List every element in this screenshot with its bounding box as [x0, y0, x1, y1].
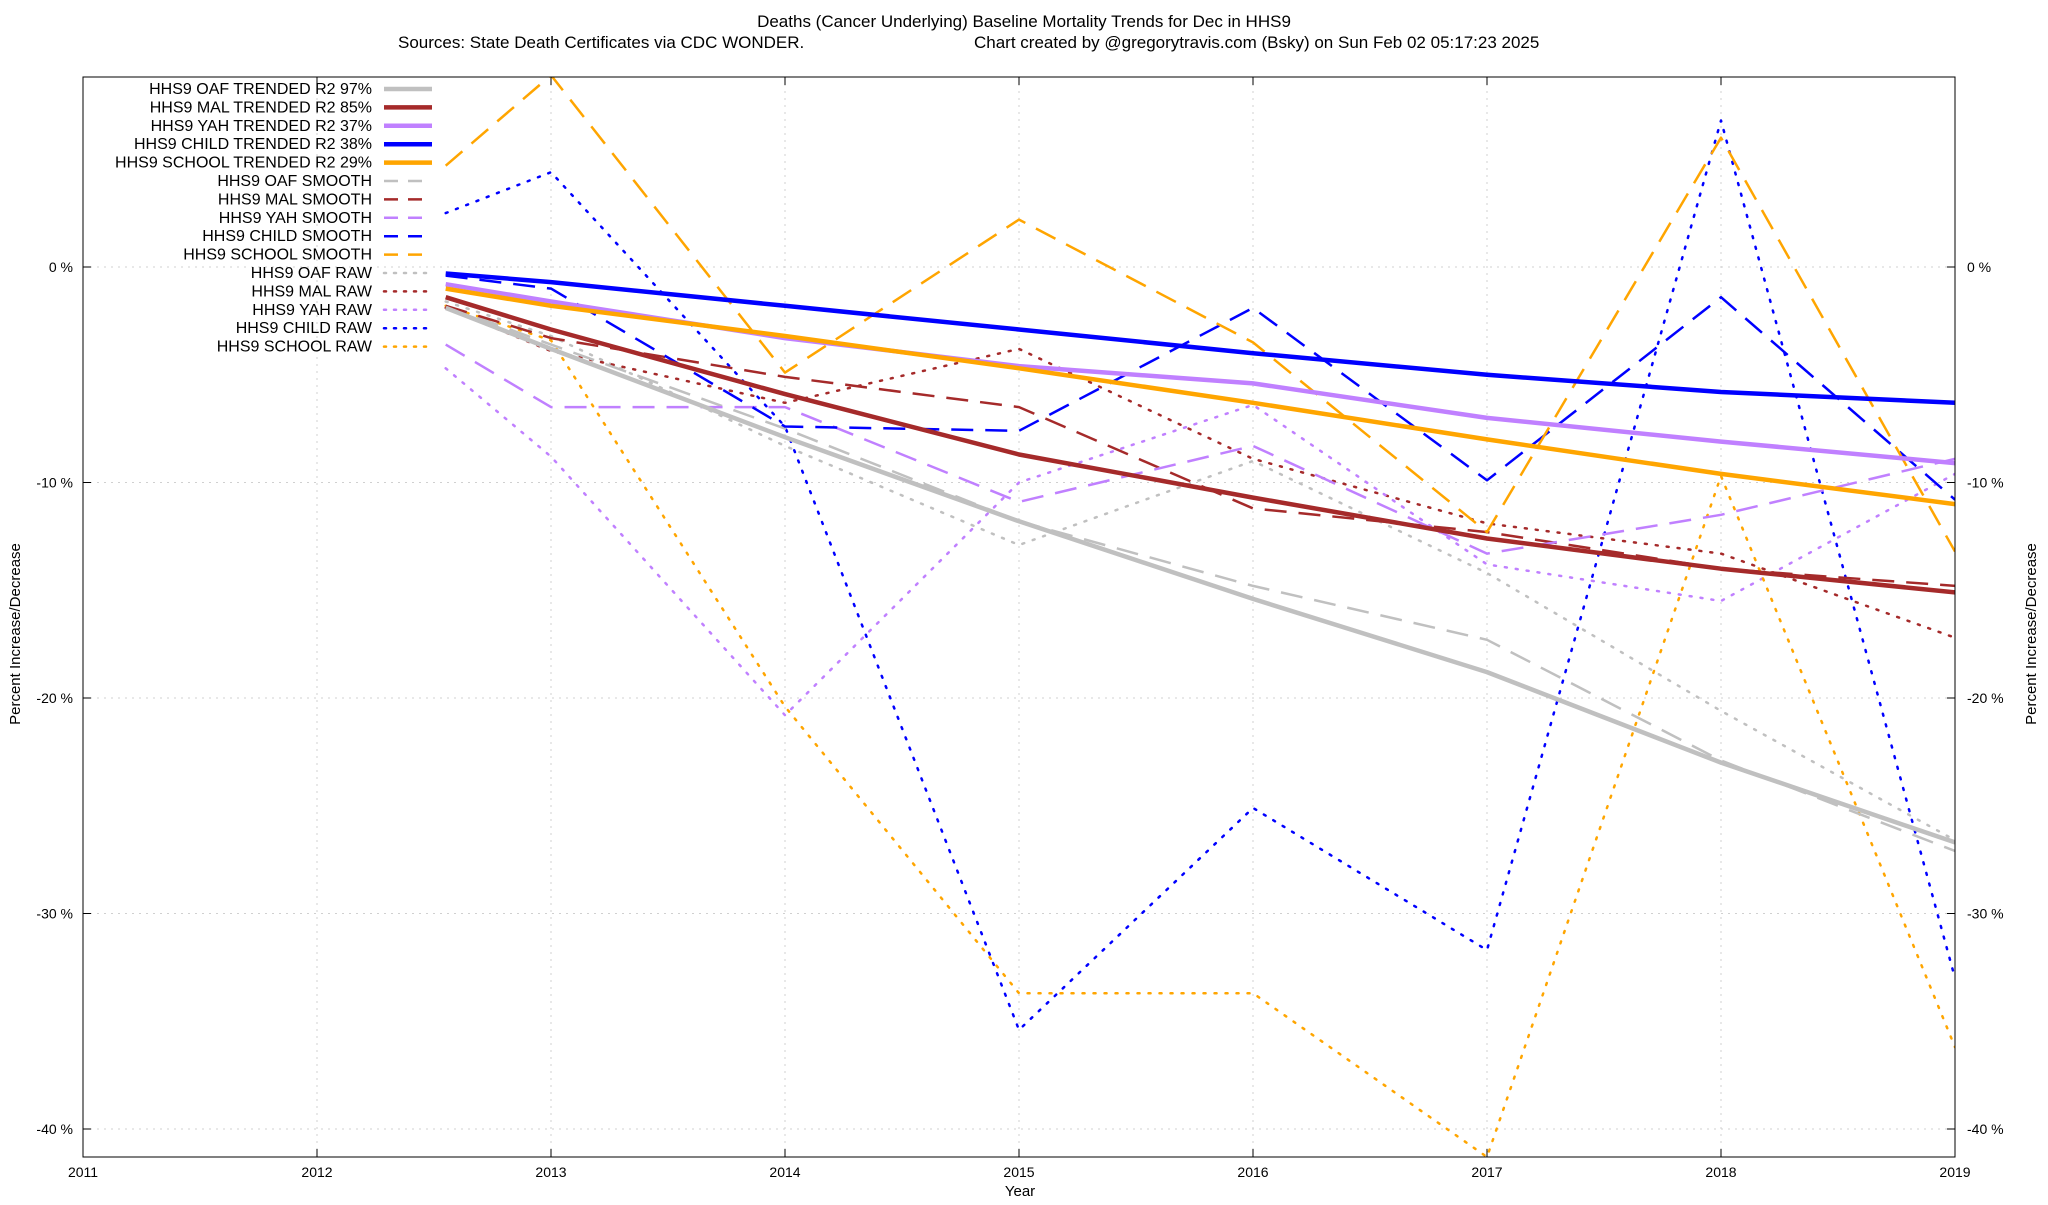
- series-line-3: [445, 271, 1955, 406]
- y-tick-label-right: -10 %: [1967, 475, 2004, 491]
- x-tick-label: 2013: [535, 1164, 566, 1180]
- series-line-0: [444, 305, 1955, 845]
- chart-subtitle-sources: Sources: State Death Certificates via CD…: [398, 33, 804, 52]
- y-axis-label-right: Percent Increase/Decrease: [2023, 543, 2040, 725]
- x-tick-label: 2011: [68, 1164, 98, 1180]
- x-tick-label: 2019: [1939, 1164, 1970, 1180]
- y-axis-label-left: Percent Increase/Decrease: [7, 543, 24, 725]
- legend-label: HHS9 MAL TRENDED R2 85%: [150, 99, 372, 116]
- legend-label: HHS9 MAL SMOOTH: [218, 191, 372, 208]
- legend-label: HHS9 MAL RAW: [251, 283, 373, 300]
- y-tick-label-right: -30 %: [1967, 906, 2004, 922]
- legend-label: HHS9 SCHOOL RAW: [217, 339, 373, 356]
- series-line-2: [445, 281, 1955, 466]
- series-line-4: [445, 286, 1955, 507]
- legend-label: HHS9 OAF TRENDED R2 97%: [149, 81, 372, 98]
- legend-label: HHS9 CHILD TRENDED R2 38%: [134, 136, 372, 153]
- y-tick-label-left: -30 %: [36, 906, 73, 922]
- legend-label: HHS9 YAH SMOOTH: [219, 210, 372, 227]
- x-tick-label: 2017: [1471, 1164, 1502, 1180]
- y-tick-label-right: -40 %: [1967, 1121, 2004, 1137]
- legend: HHS9 OAF TRENDED R2 97%HHS9 MAL TRENDED …: [115, 81, 434, 356]
- x-tick-label: 2015: [1003, 1164, 1034, 1180]
- legend-label: HHS9 YAH TRENDED R2 37%: [151, 118, 372, 135]
- series-line-9: [444, 77, 1955, 553]
- legend-label: HHS9 SCHOOL SMOOTH: [183, 247, 372, 264]
- x-axis-label: Year: [1005, 1183, 1035, 1200]
- series-line-5: [445, 304, 1955, 853]
- axis-ticks: 2011 2012 2013 2014 2015 2016 2017 2018 2019 0 % 0…: [36, 77, 2004, 1180]
- series-line-12: [444, 367, 1955, 717]
- series-lines: [444, 77, 1955, 1157]
- y-tick-label-right: 0 %: [1967, 259, 1991, 275]
- chart-subtitle-credit: Chart created by @gregorytravis.com (Bsk…: [974, 33, 1539, 52]
- y-tick-label-left: 0 %: [49, 259, 73, 275]
- x-tick-label: 2018: [1705, 1164, 1736, 1180]
- y-tick-label-right: -20 %: [1967, 690, 2004, 706]
- series-line-7: [445, 343, 1955, 555]
- legend-label: HHS9 CHILD RAW: [236, 320, 373, 337]
- legend-label: HHS9 OAF RAW: [251, 265, 373, 282]
- series-line-13: [444, 119, 1955, 1032]
- legend-label: HHS9 YAH RAW: [252, 302, 373, 319]
- y-tick-label-left: -20 %: [36, 690, 73, 706]
- series-line-10: [444, 300, 1955, 842]
- grid: [83, 77, 1955, 1157]
- series-line-14: [444, 304, 1955, 1157]
- series-line-1: [445, 295, 1955, 595]
- legend-label: HHS9 OAF SMOOTH: [217, 173, 372, 190]
- x-tick-label: 2012: [301, 1164, 332, 1180]
- x-tick-label: 2014: [769, 1164, 800, 1180]
- x-tick-label: 2016: [1237, 1164, 1268, 1180]
- legend-label: HHS9 SCHOOL TRENDED R2 29%: [115, 155, 372, 172]
- y-tick-label-left: -40 %: [36, 1121, 73, 1137]
- chart-title: Deaths (Cancer Underlying) Baseline Mort…: [757, 12, 1291, 31]
- legend-label: HHS9 CHILD SMOOTH: [202, 228, 372, 245]
- y-tick-label-left: -10 %: [36, 475, 73, 491]
